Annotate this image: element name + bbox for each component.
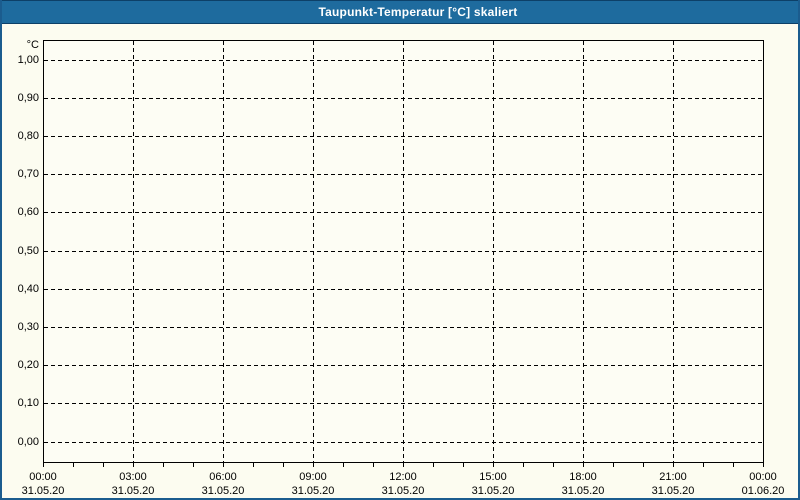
gridline-vertical xyxy=(673,41,674,462)
x-axis-minor-tick xyxy=(583,463,584,467)
y-tick-label: 0,70 xyxy=(17,168,39,180)
x-axis-minor-tick xyxy=(643,463,644,467)
x-tick-date-label: 31.05.20 xyxy=(471,485,515,497)
x-axis-minor-tick xyxy=(283,463,284,467)
y-tick-label: 0,40 xyxy=(17,283,39,295)
x-axis-minor-tick xyxy=(43,463,44,467)
x-tick-time-label: 18:00 xyxy=(569,471,597,483)
x-axis-minor-tick xyxy=(703,463,704,467)
x-axis-minor-tick xyxy=(163,463,164,467)
x-tick-date-label: 31.05.20 xyxy=(561,485,605,497)
x-tick-date-label: 31.05.20 xyxy=(291,485,335,497)
x-axis-minor-tick xyxy=(73,463,74,467)
x-tick-time-label: 03:00 xyxy=(119,471,147,483)
y-tick-label: 0,50 xyxy=(17,245,39,257)
y-tick-label: 0,80 xyxy=(17,130,39,142)
y-tick-label: 0,90 xyxy=(17,92,39,104)
x-tick-date-label: 31.05.20 xyxy=(201,485,245,497)
x-tick-time-label: 06:00 xyxy=(209,471,237,483)
x-axis-minor-tick xyxy=(253,463,254,467)
x-tick-time-label: 12:00 xyxy=(389,471,417,483)
x-axis-minor-tick xyxy=(133,463,134,467)
x-axis-minor-tick xyxy=(193,463,194,467)
gridline-vertical xyxy=(493,41,494,462)
x-tick-date-label: 01.06.20 xyxy=(741,485,785,497)
x-axis-minor-tick xyxy=(433,463,434,467)
y-tick-label: 0,20 xyxy=(17,359,39,371)
x-axis-minor-tick xyxy=(613,463,614,467)
x-axis-minor-tick xyxy=(373,463,374,467)
x-tick-date-label: 31.05.20 xyxy=(381,485,425,497)
x-axis-minor-tick xyxy=(343,463,344,467)
chart-title: Taupunkt-Temperatur [°C] skaliert xyxy=(318,5,518,19)
y-tick-label: 0,30 xyxy=(17,321,39,333)
x-axis-minor-tick xyxy=(103,463,104,467)
x-tick-time-label: 15:00 xyxy=(479,471,507,483)
x-axis-minor-tick xyxy=(523,463,524,467)
y-tick-label: 0,60 xyxy=(17,206,39,218)
x-tick-time-label: 09:00 xyxy=(299,471,327,483)
x-axis-minor-tick xyxy=(313,463,314,467)
x-axis-minor-tick xyxy=(463,463,464,467)
gridline-vertical xyxy=(403,41,404,462)
x-axis-minor-tick xyxy=(553,463,554,467)
y-tick-label: 1,00 xyxy=(17,54,39,66)
x-tick-time-label: 21:00 xyxy=(659,471,687,483)
x-tick-time-label: 00:00 xyxy=(749,471,777,483)
x-tick-date-label: 31.05.20 xyxy=(111,485,155,497)
gridline-vertical xyxy=(133,41,134,462)
x-axis-minor-tick xyxy=(673,463,674,467)
x-tick-date-label: 31.05.20 xyxy=(21,485,65,497)
x-tick-time-label: 00:00 xyxy=(29,471,57,483)
x-axis-minor-tick xyxy=(763,463,764,467)
gridline-vertical xyxy=(313,41,314,462)
gridline-vertical xyxy=(223,41,224,462)
y-axis-unit-label: °C xyxy=(26,39,39,51)
title-bar: Taupunkt-Temperatur [°C] skaliert xyxy=(2,0,798,24)
x-axis-minor-tick xyxy=(403,463,404,467)
y-tick-label: 0,00 xyxy=(17,436,39,448)
x-axis-minor-tick xyxy=(733,463,734,467)
x-tick-date-label: 31.05.20 xyxy=(651,485,695,497)
x-axis-minor-tick xyxy=(223,463,224,467)
gridline-vertical xyxy=(583,41,584,462)
y-tick-label: 0,10 xyxy=(17,397,39,409)
x-axis-minor-tick xyxy=(493,463,494,467)
